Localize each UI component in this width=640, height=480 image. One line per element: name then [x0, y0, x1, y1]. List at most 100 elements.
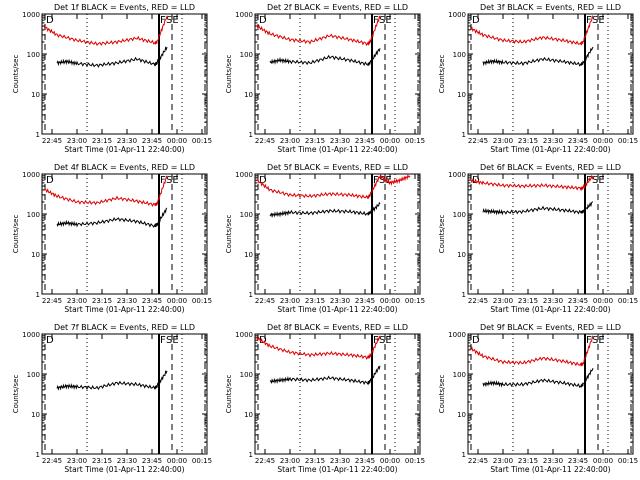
marker-label: SE	[379, 335, 392, 346]
marker-label: F	[586, 15, 592, 26]
y-tick-label: 1	[36, 131, 40, 139]
y-tick-label: 100	[27, 371, 40, 379]
x-tick-label: 23:30	[543, 297, 563, 305]
y-axis-label: Counts/sec	[225, 55, 233, 94]
panel-6: Det 6f BLACK = Events, RED = LLD 1 10 100 10…	[438, 163, 638, 314]
x-axis-label: Start Time (01-Apr-11 22:40:00)	[277, 305, 397, 314]
marker-label: SE	[592, 15, 605, 26]
x-tick-label: 23:30	[117, 457, 137, 465]
marker-label: D	[472, 335, 480, 346]
panel-8: Det 8f BLACK = Events, RED = LLD 1 10 100 10…	[225, 323, 425, 474]
marker-label: D	[259, 175, 267, 186]
series-line-1	[56, 370, 168, 391]
marker-label: D	[259, 335, 267, 346]
plot-frame	[41, 13, 208, 135]
panel-2: Det 2f BLACK = Events, RED = LLD 1 10 100 10…	[225, 3, 425, 154]
marker-label: D	[46, 15, 54, 26]
plot-frame	[467, 13, 634, 135]
x-tick-label: 00:15	[192, 137, 212, 145]
y-axis-label: Counts/sec	[12, 375, 20, 414]
marker-label: SE	[166, 175, 179, 186]
y-axis-label: Counts/sec	[438, 215, 446, 254]
marker-label: F	[373, 335, 379, 346]
y-tick-label: 1	[462, 291, 466, 299]
series-line-2	[256, 335, 381, 361]
x-axis-label: Start Time (01-Apr-11 22:40:00)	[64, 305, 184, 314]
y-tick-label: 100	[453, 211, 466, 219]
y-tick-label: 1	[249, 131, 253, 139]
x-tick-label: 00:15	[192, 457, 212, 465]
y-tick-label: 10	[457, 91, 466, 99]
y-tick-label: 1000	[22, 331, 40, 339]
chart-title: Det 9f BLACK = Events, RED = LLD	[480, 323, 621, 332]
x-tick-label: 23:45	[568, 297, 588, 305]
marker-label: SE	[379, 15, 392, 26]
plot-frame	[41, 173, 208, 295]
series-line-1	[269, 201, 381, 219]
x-tick-label: 23:15	[518, 297, 538, 305]
x-tick-label: 00:00	[167, 297, 187, 305]
plot-frame	[41, 333, 208, 455]
x-tick-label: 00:00	[593, 297, 613, 305]
y-tick-label: 1	[462, 131, 466, 139]
y-axis-label: Counts/sec	[12, 55, 20, 94]
marker-label: F	[373, 175, 379, 186]
x-tick-label: 00:00	[167, 137, 187, 145]
x-tick-label: 00:00	[593, 457, 613, 465]
y-tick-label: 10	[31, 411, 40, 419]
x-tick-label: 23:45	[568, 137, 588, 145]
marker-label: SE	[166, 335, 179, 346]
x-tick-label: 23:15	[305, 137, 325, 145]
x-tick-label: 23:00	[493, 457, 513, 465]
y-tick-label: 1000	[235, 331, 253, 339]
y-tick-label: 1000	[448, 11, 466, 19]
x-tick-label: 23:00	[280, 297, 300, 305]
panel-7: Det 7f BLACK = Events, RED = LLD 1 10 100 10…	[12, 323, 212, 474]
x-axis-label: Start Time (01-Apr-11 22:40:00)	[277, 145, 397, 154]
series-line-1	[269, 48, 381, 67]
x-axis-label: Start Time (01-Apr-11 22:40:00)	[277, 465, 397, 474]
chart-title: Det 6f BLACK = Events, RED = LLD	[480, 163, 621, 172]
x-tick-label: 23:00	[67, 457, 87, 465]
y-axis-label: Counts/sec	[225, 215, 233, 254]
chart-title: Det 3f BLACK = Events, RED = LLD	[480, 3, 621, 12]
x-tick-label: 00:15	[192, 297, 212, 305]
x-tick-label: 23:45	[142, 297, 162, 305]
marker-label: F	[160, 15, 166, 26]
x-tick-label: 22:45	[468, 137, 488, 145]
x-tick-label: 23:30	[117, 297, 137, 305]
x-tick-label: 23:45	[355, 457, 375, 465]
y-axis-label: Counts/sec	[438, 55, 446, 94]
marker-label: F	[586, 335, 592, 346]
x-tick-label: 22:45	[42, 457, 62, 465]
series-line-2	[256, 173, 411, 200]
marker-label: D	[46, 175, 54, 186]
y-tick-label: 10	[31, 251, 40, 259]
series-line-2	[469, 174, 594, 192]
panel-5: Det 5f BLACK = Events, RED = LLD 1 10 100 10…	[225, 163, 425, 314]
plot-frame	[254, 333, 421, 455]
marker-label: SE	[592, 175, 605, 186]
x-tick-label: 00:15	[618, 297, 638, 305]
marker-label: SE	[592, 335, 605, 346]
plot-frame	[254, 173, 421, 295]
series-line-2	[43, 175, 168, 208]
y-tick-label: 100	[240, 211, 253, 219]
y-tick-label: 1	[249, 291, 253, 299]
x-tick-label: 22:45	[468, 457, 488, 465]
x-tick-label: 23:15	[305, 457, 325, 465]
y-tick-label: 10	[457, 251, 466, 259]
x-tick-label: 23:15	[305, 297, 325, 305]
chart-title: Det 8f BLACK = Events, RED = LLD	[267, 323, 408, 332]
y-tick-label: 10	[244, 251, 253, 259]
plot-frame	[467, 173, 634, 295]
series-line-1	[482, 368, 594, 389]
x-tick-label: 23:15	[518, 457, 538, 465]
panel-3: Det 3f BLACK = Events, RED = LLD 1 10 100 10…	[438, 3, 638, 154]
x-tick-label: 23:00	[280, 137, 300, 145]
y-axis-label: Counts/sec	[225, 375, 233, 414]
x-tick-label: 22:45	[255, 137, 275, 145]
y-tick-label: 1000	[22, 11, 40, 19]
x-tick-label: 23:15	[92, 457, 112, 465]
series-line-1	[482, 46, 594, 67]
